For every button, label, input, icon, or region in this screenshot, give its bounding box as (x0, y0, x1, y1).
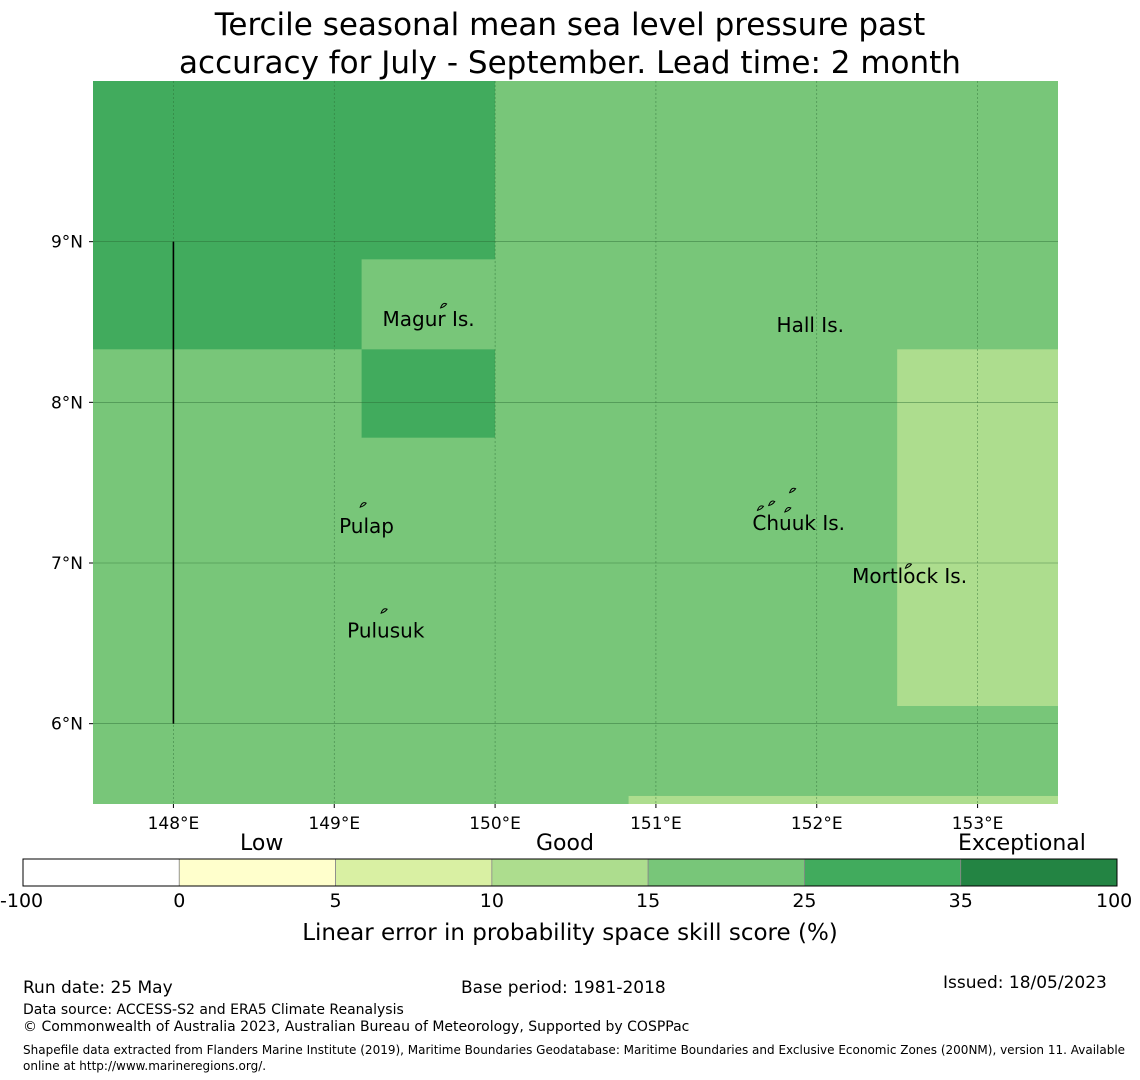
colorbar-frame (22, 858, 1118, 887)
colorbar-bin-6 (804, 858, 962, 887)
lon-tick-label: 149°E (308, 814, 360, 834)
shapefile-credit: Shapefile data extracted from Flanders M… (23, 1043, 1126, 1073)
colorbar-tick-label: 35 (948, 890, 973, 912)
lon-tick-label: 150°E (469, 814, 521, 834)
place-label: Mortlock Is. (852, 564, 967, 588)
colorbar-bin-1 (22, 858, 180, 887)
map-title: Tercile seasonal mean sea level pressure… (0, 6, 1140, 82)
colorbar-label-low: Low (240, 831, 284, 856)
colorbar-bin-5 (647, 858, 805, 887)
place-label: Hall Is. (777, 313, 844, 337)
island-outline-2 (359, 502, 367, 508)
issued-date: Issued: 18/05/2023 (943, 973, 1107, 993)
place-label: Chuuk Is. (752, 511, 845, 535)
lon-tick-label: 152°E (791, 814, 843, 834)
colorbar (22, 858, 1118, 887)
island-outline-7 (767, 500, 776, 507)
colorbar-tick-label: 0 (173, 890, 186, 912)
colorbar-title: Linear error in probability space skill … (302, 920, 838, 946)
map-title-line-1: Tercile seasonal mean sea level pressure… (214, 7, 926, 43)
colorbar-bin-7 (960, 858, 1118, 887)
base-period: Base period: 1981-2018 (461, 978, 666, 998)
island-outline-8 (904, 563, 913, 569)
place-label: Pulusuk (347, 618, 425, 642)
colorbar-tick-label: 25 (792, 890, 817, 912)
skill-region-2 (361, 349, 496, 438)
place-label: Pulap (339, 514, 394, 538)
island-outline-4 (788, 487, 797, 494)
colorbar-tick-label: 15 (636, 890, 661, 912)
colorbar-tick-label: -100 (0, 890, 44, 912)
map-layer: Magur Is. Hall Is. Pulap Chuuk Is. Mortlock … (51, 81, 1058, 834)
skill-region-3 (361, 259, 496, 350)
copyright: © Commonwealth of Australia 2023, Austra… (23, 1019, 690, 1035)
place-label: Magur Is. (383, 307, 475, 331)
colorbar-label-good: Good (536, 831, 594, 856)
lon-tick-label: 148°E (148, 814, 200, 834)
island-outline-3 (380, 608, 388, 614)
colorbar-tick-label: 100 (1096, 890, 1133, 912)
island-outline-6 (756, 505, 765, 512)
lat-tick-label: 9°N (51, 233, 83, 253)
colorbar-tick-label: 10 (479, 890, 504, 912)
run-date: Run date: 25 May (23, 978, 173, 998)
island-outline-5 (784, 506, 792, 513)
lon-tick-label: 153°E (952, 814, 1004, 834)
lat-tick-label: 8°N (51, 393, 83, 413)
colorbar-bin-2 (178, 858, 336, 887)
colorbar-label-exceptional: Exceptional (958, 831, 1086, 856)
map-title-line-2: accuracy for July - September. Lead time… (179, 45, 961, 81)
lat-tick-label: 7°N (51, 554, 83, 574)
island-outline-1 (439, 302, 448, 309)
skill-region-5 (628, 795, 1058, 804)
lat-tick-label: 6°N (51, 715, 83, 735)
colorbar-bin-4 (491, 858, 649, 887)
colorbar-bin-3 (335, 858, 493, 887)
data-source: Data source: ACCESS-S2 and ERA5 Climate … (23, 1002, 404, 1018)
colorbar-tick-label: 5 (329, 890, 342, 912)
lon-tick-label: 151°E (630, 814, 682, 834)
